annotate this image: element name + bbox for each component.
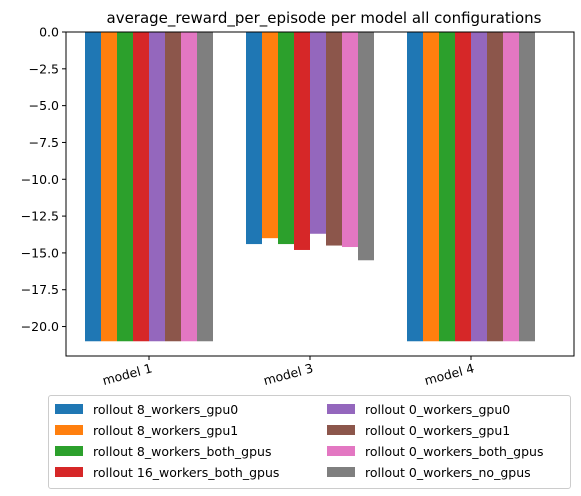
legend-label: rollout 0_workers_gpu1 [365, 422, 511, 438]
y-tick-label: −7.5 [29, 135, 59, 150]
y-tick-label: −2.5 [29, 61, 59, 76]
chart-title: average_reward_per_episode per model all… [107, 9, 542, 28]
legend-label: rollout 0_workers_both_gpus [365, 443, 544, 459]
legend-label: rollout 0_workers_no_gpus [365, 464, 531, 480]
legend-item: rollout 0_workers_no_gpus [327, 463, 531, 481]
bar-model-3-series-1 [262, 32, 278, 239]
x-tick-label: model 4 [423, 360, 476, 388]
plot-frame [65, 31, 575, 357]
y-tick-label: −15.0 [21, 245, 59, 260]
bar-model-1-series-3 [133, 32, 149, 342]
y-tick-label: 0.0 [39, 25, 59, 40]
y-tick-label: −5.0 [29, 98, 59, 113]
bar-model-1-series-0 [85, 32, 101, 342]
bar-model-3-series-2 [278, 32, 294, 245]
bar-model-1-series-2 [117, 32, 133, 342]
y-tick-label: −10.0 [21, 172, 59, 187]
bar-model-3-series-4 [310, 32, 326, 234]
legend-label: rollout 16_workers_both_gpus [93, 464, 280, 480]
legend-swatch [327, 467, 355, 477]
x-axis: model 1 model 3 model 4 [101, 356, 476, 388]
bar-model-1-series-7 [197, 32, 213, 342]
legend-label: rollout 8_workers_both_gpus [93, 443, 272, 459]
legend-item: rollout 8_workers_both_gpus [55, 442, 271, 460]
bar-model-1-series-6 [181, 32, 197, 342]
legend-label: rollout 0_workers_gpu0 [365, 401, 511, 417]
legend-item: rollout 0_workers_gpu1 [327, 421, 510, 439]
bar-model-4-series-0 [407, 32, 423, 342]
bars-group [85, 32, 535, 342]
legend-item: rollout 16_workers_both_gpus [55, 463, 279, 481]
y-tick-label: −12.5 [21, 209, 59, 224]
legend-swatch [55, 467, 83, 477]
legend-label: rollout 8_workers_gpu0 [93, 401, 239, 417]
bar-model-3-series-0 [246, 32, 262, 245]
bar-model-4-series-4 [471, 32, 487, 342]
bar-model-4-series-3 [455, 32, 471, 342]
legend-item: rollout 8_workers_gpu0 [55, 400, 238, 418]
x-tick-label: model 1 [101, 360, 154, 388]
bar-model-1-series-1 [101, 32, 117, 342]
legend-swatch [55, 425, 83, 435]
bar-model-1-series-5 [165, 32, 181, 342]
bar-model-4-series-7 [519, 32, 535, 342]
bar-model-3-series-3 [294, 32, 310, 250]
bar-model-4-series-6 [503, 32, 519, 342]
y-axis: 0.0 −2.5 −5.0 −7.5 −10.0 −12.5 −15.0 −17.5 −20.0 [21, 25, 66, 334]
legend-item: rollout 8_workers_gpu1 [55, 421, 238, 439]
legend-swatch [55, 446, 83, 456]
legend-swatch [327, 446, 355, 456]
bar-model-3-series-6 [342, 32, 358, 248]
legend-swatch [327, 425, 355, 435]
bar-model-1-series-4 [149, 32, 165, 342]
bar-model-4-series-2 [439, 32, 455, 342]
legend-item: rollout 0_workers_both_gpus [327, 442, 543, 460]
bar-model-3-series-5 [326, 32, 342, 246]
legend-swatch [327, 404, 355, 414]
bar-model-3-series-7 [358, 32, 374, 261]
y-tick-label: −17.5 [21, 282, 59, 297]
legend-item: rollout 0_workers_gpu0 [327, 400, 510, 418]
bar-model-4-series-5 [487, 32, 503, 342]
x-tick-label: model 3 [262, 360, 315, 388]
legend-swatch [55, 404, 83, 414]
y-tick-label: −20.0 [21, 319, 59, 334]
bar-model-4-series-1 [423, 32, 439, 342]
legend-label: rollout 8_workers_gpu1 [93, 422, 239, 438]
